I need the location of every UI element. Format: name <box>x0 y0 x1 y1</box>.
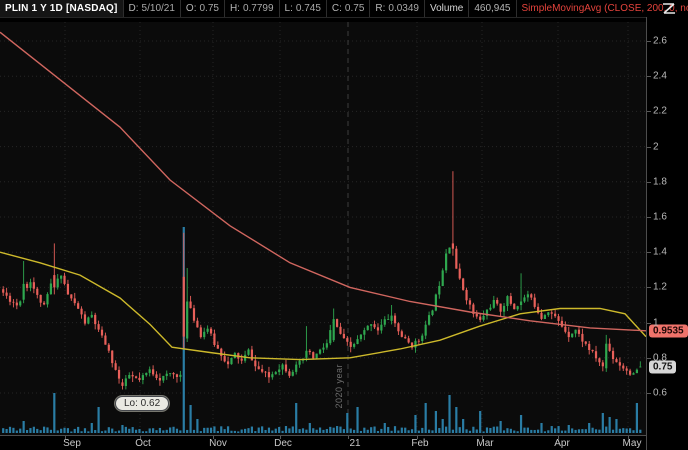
y-axis-label: 0.8 <box>653 352 667 364</box>
chart-header-bar: PLIN 1 Y 1D [NASDAQ] D: 5/10/21 O: 0.75 H: 0.… <box>0 0 688 18</box>
sma200-price-tag: 0.9535 <box>649 324 688 338</box>
x-axis-tick <box>348 436 349 439</box>
y-axis-tick <box>647 393 651 394</box>
y-axis-tick <box>647 76 651 78</box>
x-axis-label: 21 <box>349 438 361 449</box>
x-axis-label: Sep <box>63 438 81 449</box>
ohlc-field: R: 0.0349 <box>370 0 425 17</box>
y-axis-label: 2.4 <box>653 70 667 82</box>
y-axis-label: 0.6 <box>653 387 667 399</box>
x-axis-tick <box>417 436 418 439</box>
x-axis-tick <box>140 436 141 439</box>
y-axis-tick <box>647 322 651 324</box>
ohlc-field: C: 0.75 <box>327 0 371 17</box>
y-axis-label: 1.6 <box>653 211 667 223</box>
y-axis-tick <box>647 111 651 113</box>
x-axis-label: May <box>622 438 642 449</box>
zigzag-chart-icon[interactable] <box>660 1 678 16</box>
y-axis-label: 1.2 <box>653 281 667 293</box>
last-price-tag: 0.75 <box>649 360 677 374</box>
x-axis-label: Dec <box>274 438 292 449</box>
y-axis-tick <box>647 146 651 148</box>
y-axis-tick <box>647 252 651 254</box>
ohlc-field: D: 5/10/21 <box>124 0 181 17</box>
symbol-timeframe-title[interactable]: PLIN 1 Y 1D [NASDAQ] <box>0 0 124 17</box>
ohlc-field: H: 0.7799 <box>225 0 280 17</box>
x-axis-tick <box>65 436 66 439</box>
x-axis-tick <box>482 436 483 439</box>
ohlc-field: O: 0.75 <box>181 0 225 17</box>
price-axis[interactable]: 0.9535 0.75 2.6 2.4 2.2 2 1.8 1.6 1.4 1.2 1 0.8 0.… <box>646 17 688 450</box>
x-axis-tick <box>280 436 281 439</box>
volume-label: Volume <box>425 0 470 17</box>
y-axis-tick <box>647 41 651 42</box>
time-axis[interactable]: Sep Oct Nov Dec 21 Feb Mar Apr May <box>0 435 646 450</box>
volume-value: 460,945 <box>469 0 517 17</box>
x-axis-tick <box>558 436 559 439</box>
ohlc-field: L: 0.745 <box>280 0 327 17</box>
x-axis-label: Feb <box>411 438 429 449</box>
ohlc-readout: D: 5/10/21 O: 0.75 H: 0.7799 L: 0.745 C: 0.75 R: 0.… <box>124 0 425 17</box>
x-axis-label: Mar <box>476 438 494 449</box>
y-axis-tick <box>647 217 651 218</box>
sma200-study-label[interactable]: SimpleMovingAvg (CLOSE, 200, 0, no) <box>517 0 688 17</box>
y-axis-label: 1 <box>653 317 659 329</box>
price-chart-canvas[interactable] <box>0 22 646 435</box>
y-axis-label: 2 <box>653 141 659 153</box>
x-axis-label: Oct <box>135 438 151 449</box>
x-axis-tick <box>213 436 214 439</box>
x-axis-label: Nov <box>209 438 227 449</box>
y-axis-label: 2.6 <box>653 35 667 47</box>
y-axis-tick <box>647 181 651 183</box>
x-axis-tick <box>628 436 629 439</box>
y-axis-label: 1.4 <box>653 246 667 258</box>
candlestick-plot <box>0 22 646 433</box>
low-price-tooltip: Lo: 0.62 <box>115 396 170 411</box>
y-axis-label: 2.2 <box>653 105 667 117</box>
y-axis-label: 1.8 <box>653 176 667 188</box>
y-axis-tick <box>647 287 651 289</box>
x-axis-label: Apr <box>554 438 570 449</box>
y-axis-tick <box>647 357 651 359</box>
year-boundary-label: 2020 year <box>334 364 344 409</box>
